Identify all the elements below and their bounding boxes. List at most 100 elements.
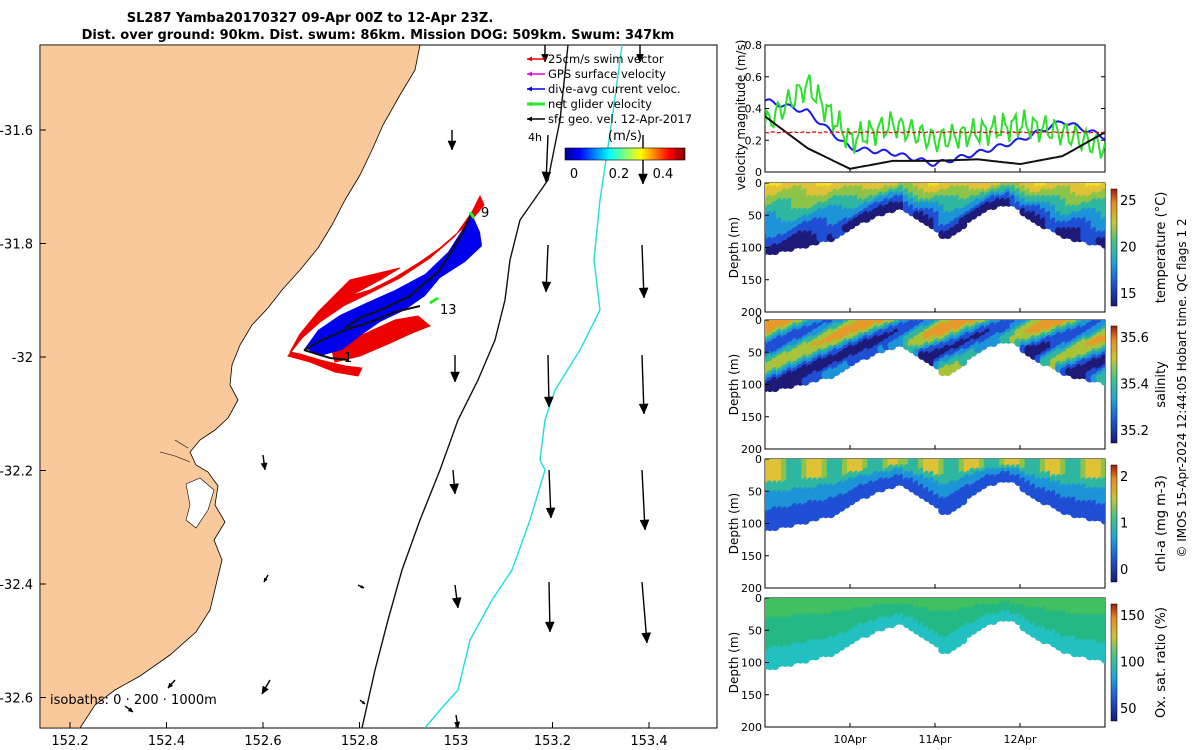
- depth-tick-label: 50: [748, 485, 762, 498]
- map-panel: 9 13 1 isobaths: 0 · 200 · 1000m 152.2 15…: [0, 44, 718, 749]
- velocity-frame: [764, 44, 1106, 173]
- depth-tick-label: 200: [741, 443, 762, 456]
- dive-avg-current: [305, 214, 482, 356]
- section-panel-oxygen: 0 50 100 150 200 Depth (m) 50 100 150 Ox. sat. ra…: [727, 592, 1169, 734]
- isobath-caption: isobaths: 0 · 200 · 1000m: [50, 693, 217, 708]
- velocity-tick-label: 0.4: [745, 103, 763, 116]
- colorbar-title: (m/s): [608, 129, 642, 144]
- colorbar-tick-label: 0: [1120, 563, 1128, 578]
- section-panel-chla: 0 50 100 150 200 Depth (m) 0 1 2 chl-a (mg m-3): [727, 453, 1169, 595]
- isobath-200m: [361, 45, 569, 728]
- day-label: 1: [344, 351, 352, 366]
- section-panel-salinity: 0 50 100 150 200 Depth (m) 35.2 35.4 35.6 salinit…: [727, 314, 1169, 456]
- map-y-tick-label: -31.6: [0, 124, 33, 139]
- velocity-series-line: [765, 74, 1105, 159]
- map-y-tick-label: -31.8: [0, 238, 33, 253]
- glider-track-line: [303, 211, 473, 361]
- geo-velocity-arrowhead: [127, 707, 134, 713]
- speed-colorbar: [564, 147, 686, 161]
- depth-tick-label: 50: [748, 209, 762, 222]
- colorbar: [1110, 464, 1118, 583]
- coastline-land: [40, 45, 421, 728]
- velocity-tick-label: 0.6: [745, 71, 763, 84]
- depth-tick-label: 0: [755, 314, 762, 327]
- depth-tick-label: 100: [741, 242, 762, 255]
- colorbar-tick-label: 15: [1120, 287, 1137, 302]
- depth-tick-label: 150: [741, 274, 762, 287]
- depth-tick-label: 150: [741, 411, 762, 424]
- time-axis: 10Apr 11Apr 12Apr: [833, 168, 1037, 746]
- velocity-ylabel: velocity magnitude (m/s): [734, 40, 748, 191]
- chart-title-line1: SL287 Yamba20170327 09-Apr 00Z to 12-Apr…: [127, 11, 494, 26]
- geo-velocity-arrowhead: [360, 584, 365, 589]
- depth-tick-label: 100: [741, 379, 762, 392]
- geo-velocity-arrowhead: [449, 483, 460, 495]
- depth-axis-label: Depth (m): [727, 632, 741, 693]
- map-x-ticks: 152.2 152.4 152.6 152.8 153 153.2 153.4: [51, 722, 668, 749]
- time-tick-label: 11Apr: [918, 733, 952, 746]
- depth-tick-label: 0: [755, 592, 762, 605]
- colorbar-tick: 0.4: [653, 167, 674, 182]
- geo-velocity-arrowhead: [447, 140, 457, 151]
- colorbar-tick-label: 100: [1120, 656, 1145, 671]
- legend-label: sfc geo. vel. 12-Apr-2017: [548, 112, 692, 126]
- geo-velocity-arrowhead: [638, 287, 649, 299]
- section-sample: [958, 635, 968, 645]
- depth-tick-label: 150: [741, 689, 762, 702]
- section-sample: [1100, 654, 1105, 664]
- chart-title-line2: Dist. over ground: 90km. Dist. swum: 86k…: [82, 28, 675, 43]
- section-sample: [958, 357, 968, 367]
- colorbar-tick: 0: [570, 167, 578, 182]
- geo-velocity-arrowhead: [639, 519, 650, 531]
- colorbar-label: salinity: [1154, 361, 1169, 408]
- colorbar-tick-label: 1: [1120, 517, 1128, 532]
- velocity-tick-label: 0: [755, 166, 762, 179]
- map-x-tick-label: 153.2: [534, 734, 571, 749]
- depth-tick-label: 50: [748, 346, 762, 359]
- colorbar-tick-label: 50: [1120, 702, 1137, 717]
- legend-item: GPS surface velocity: [527, 67, 666, 81]
- section-sample: [958, 496, 968, 506]
- depth-tick-label: 0: [755, 453, 762, 466]
- legend-label: 25cm/s swim vector: [548, 52, 664, 66]
- geo-velocity-arrowhead: [260, 462, 268, 471]
- velocity-series-line: [765, 115, 1105, 170]
- geo-velocity-arrowhead: [451, 597, 462, 609]
- colorbar-tick-label: 20: [1120, 241, 1137, 256]
- net-velocity-marker: [429, 211, 476, 305]
- geo-velocity-arrowhead: [543, 396, 554, 408]
- section-sample: [1100, 239, 1105, 249]
- depth-tick-label: 200: [741, 721, 762, 734]
- velocity-series-line: [765, 131, 1105, 134]
- map-y-ticks: -31.6 -31.8 -32 -32.2 -32.4 -32.6: [0, 124, 46, 707]
- depth-tick-label: 100: [741, 657, 762, 670]
- colorbar-label: chl-a (mg m-3): [1154, 475, 1169, 572]
- velocity-tick-label: 0.8: [745, 39, 763, 52]
- geo-velocity-arrowhead: [545, 507, 556, 519]
- isobath-1000m: [424, 45, 623, 728]
- map-x-tick-label: 152.2: [51, 734, 88, 749]
- velocity-series-line: [765, 98, 1105, 167]
- colorbar-tick-label: 150: [1120, 609, 1145, 624]
- section-sample: [958, 220, 968, 230]
- day-label: 13: [440, 303, 457, 318]
- colorbar-tick-label: 35.6: [1120, 331, 1149, 346]
- geo-velocity-arrowhead: [261, 685, 269, 695]
- depth-axis-label: Depth (m): [727, 217, 741, 278]
- legend-item: 25cm/s swim vector: [527, 52, 664, 66]
- geostrophic-velocity-arrows: [124, 45, 652, 728]
- legend-label: net glider velocity: [548, 97, 652, 111]
- geo-velocity-arrowhead: [263, 577, 268, 583]
- colorbar-tick-label: 35.2: [1120, 424, 1149, 439]
- estuary-lake: [185, 477, 215, 529]
- legend-label: GPS surface velocity: [548, 67, 666, 81]
- depth-tick-label: 200: [741, 306, 762, 319]
- depth-tick-label: 50: [748, 624, 762, 637]
- velocity-panel: 0 0.2 0.4 0.6 0.8 velocity magnitude (m/s): [734, 39, 1106, 191]
- colorbar: [1110, 325, 1118, 444]
- time-tick-label: 12Apr: [1003, 733, 1037, 746]
- colorbar-tick-label: 25: [1120, 194, 1137, 209]
- colorbar: [1110, 188, 1118, 307]
- geo-velocity-arrowhead: [450, 371, 460, 383]
